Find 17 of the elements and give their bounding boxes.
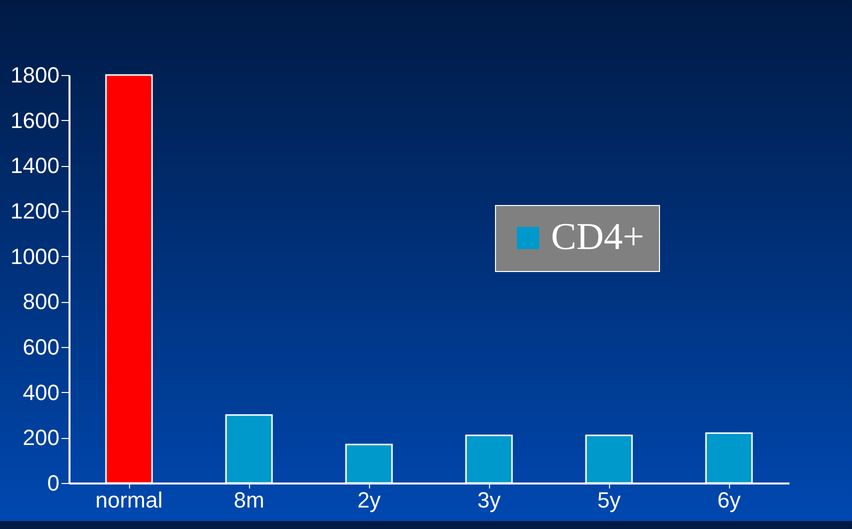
y-tick-label: 400: [22, 380, 60, 405]
legend-label: CD4+: [551, 216, 644, 258]
x-tick-label: 2y: [357, 488, 381, 512]
y-tick-label: 1000: [10, 244, 60, 269]
x-tick-label: 5y: [597, 488, 621, 512]
y-tick-label: 1800: [10, 62, 60, 88]
y-tick-label: 800: [22, 289, 60, 314]
x-tick-label: 3y: [477, 488, 501, 512]
x-tick-label: normal: [95, 488, 163, 512]
y-tick-label: 0: [47, 470, 60, 496]
y-tick-label: 1600: [10, 108, 60, 133]
y-tick-label: 1400: [10, 153, 60, 178]
y-tick-label: 1200: [10, 198, 60, 224]
x-tick-label: 6y: [717, 488, 741, 512]
x-tick-label: 8m: [234, 488, 264, 512]
y-tick-label: 600: [22, 334, 60, 360]
y-tick-label: 200: [22, 425, 60, 450]
